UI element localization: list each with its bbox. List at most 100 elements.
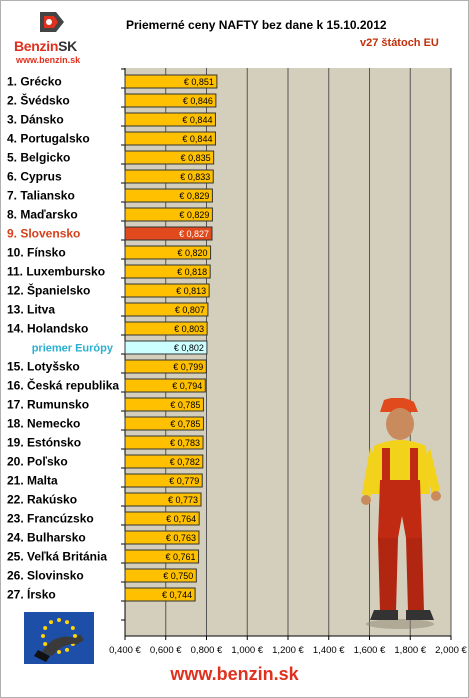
- chart-title: Priemerné ceny NAFTY bez dane k 15.10.20…: [126, 18, 387, 32]
- data-label: € 0,835: [181, 153, 211, 163]
- category-label: 24. Bulharsko: [7, 531, 86, 545]
- bar: [124, 397, 204, 412]
- category-label: 22. Rakúsko: [7, 493, 77, 507]
- bar: [124, 492, 202, 507]
- data-label: € 0,818: [177, 267, 207, 277]
- bar: [124, 264, 211, 279]
- bar: [124, 549, 200, 564]
- bar: [124, 131, 216, 146]
- category-label: 19. Estónsko: [7, 436, 81, 450]
- bar: [124, 150, 215, 165]
- bar: [124, 321, 208, 336]
- x-tick-label: 0,600 €: [150, 645, 182, 656]
- bar: [124, 416, 204, 431]
- category-label: 2. Švédsko: [7, 93, 70, 108]
- bar: [124, 359, 207, 374]
- eu-star-icon: [41, 634, 45, 638]
- data-label: € 0,820: [178, 248, 208, 258]
- data-label: € 0,773: [168, 495, 198, 505]
- data-label: € 0,782: [170, 457, 200, 467]
- data-label: € 0,761: [166, 552, 196, 562]
- data-label: € 0,794: [172, 381, 202, 391]
- footer-url: www.benzin.sk: [170, 664, 299, 684]
- data-label: € 0,785: [170, 419, 200, 429]
- data-label: € 0,827: [179, 229, 209, 239]
- category-label: 11. Luxembursko: [7, 265, 105, 279]
- eu-star-icon: [73, 634, 77, 638]
- x-tick-label: 1,000 €: [231, 645, 263, 656]
- data-label: € 0,846: [183, 96, 213, 106]
- data-label: € 0,764: [166, 514, 196, 524]
- bar: [124, 245, 212, 260]
- category-label: 6. Cyprus: [7, 170, 62, 184]
- category-label: 17. Rumunsko: [7, 398, 89, 412]
- category-label: 25. Veľká Británia: [7, 550, 107, 564]
- x-tick-label: 1,200 €: [272, 645, 304, 656]
- bar: [124, 302, 209, 317]
- data-label: € 0,763: [166, 533, 196, 543]
- bar: [124, 568, 197, 583]
- bar: [124, 435, 204, 450]
- data-label: € 0,829: [179, 191, 209, 201]
- eu-star-icon: [43, 642, 48, 646]
- data-label: € 0,844: [182, 115, 212, 125]
- benzin-sk-logo: BenzinSK www.benzin.sk: [14, 8, 94, 66]
- logo-brand: BenzinSK: [14, 38, 77, 54]
- highlight-bar: [124, 226, 213, 241]
- x-tick-label: 1,400 €: [313, 645, 345, 656]
- data-label: € 0,785: [170, 400, 200, 410]
- bar: [124, 169, 214, 184]
- category-label: 8. Maďarsko: [7, 208, 78, 222]
- eu-star-icon: [49, 620, 53, 625]
- bar: [124, 511, 200, 526]
- bar: [124, 473, 203, 488]
- category-label: 15. Lotyšsko: [7, 360, 80, 374]
- data-label: € 0,833: [180, 172, 210, 182]
- data-label: € 0,844: [182, 134, 212, 144]
- bar: [124, 74, 218, 89]
- category-label: 27. Írsko: [7, 587, 56, 602]
- data-label: € 0,802: [174, 343, 204, 353]
- category-label: priemer Európy: [32, 343, 114, 355]
- category-label: 14. Holandsko: [7, 322, 88, 336]
- category-label: 18. Nemecko: [7, 417, 80, 431]
- category-label: 5. Belgicko: [7, 151, 70, 165]
- category-label: 7. Taliansko: [7, 189, 75, 203]
- fuel-nozzle-logo-icon: [40, 12, 64, 32]
- category-label: 4. Portugalsko: [7, 132, 90, 146]
- bar: [124, 188, 213, 203]
- eu-flag-fuel-nozzle-icon: [24, 612, 94, 664]
- category-label: 10. Fínsko: [7, 246, 66, 260]
- eu-star-icon: [65, 647, 69, 652]
- category-label: 23. Francúzsko: [7, 512, 94, 526]
- eu-star-icon: [57, 650, 61, 654]
- eu-star-icon: [43, 626, 48, 630]
- data-label: € 0,799: [173, 362, 203, 372]
- bar: [124, 587, 196, 602]
- eu-star-icon: [57, 618, 61, 622]
- chart-subtitle: v27 štátoch EU: [360, 37, 439, 49]
- category-label: 16. Česká republika: [7, 378, 119, 393]
- category-label: 12. Španielsko: [7, 283, 90, 298]
- bar: [124, 283, 210, 298]
- bar: [124, 93, 217, 108]
- data-label: € 0,750: [163, 571, 193, 581]
- data-label: € 0,813: [176, 286, 206, 296]
- x-tick-label: 1,600 €: [354, 645, 386, 656]
- x-tick-label: 0,400 €: [109, 645, 141, 656]
- data-label: € 0,829: [179, 210, 209, 220]
- data-label: € 0,851: [184, 77, 214, 87]
- category-label: 9. Slovensko: [7, 227, 80, 241]
- x-tick-label: 0,800 €: [191, 645, 223, 656]
- x-tick-label: 1,800 €: [394, 645, 426, 656]
- data-label: € 0,744: [162, 590, 192, 600]
- bar: [124, 454, 204, 469]
- data-label: € 0,807: [175, 305, 205, 315]
- category-label: 20. Poľsko: [7, 455, 68, 469]
- bar: [124, 207, 213, 222]
- data-label: € 0,803: [174, 324, 204, 334]
- data-label: € 0,779: [169, 476, 199, 486]
- bar: [124, 530, 200, 545]
- category-label: 3. Dánsko: [7, 113, 64, 127]
